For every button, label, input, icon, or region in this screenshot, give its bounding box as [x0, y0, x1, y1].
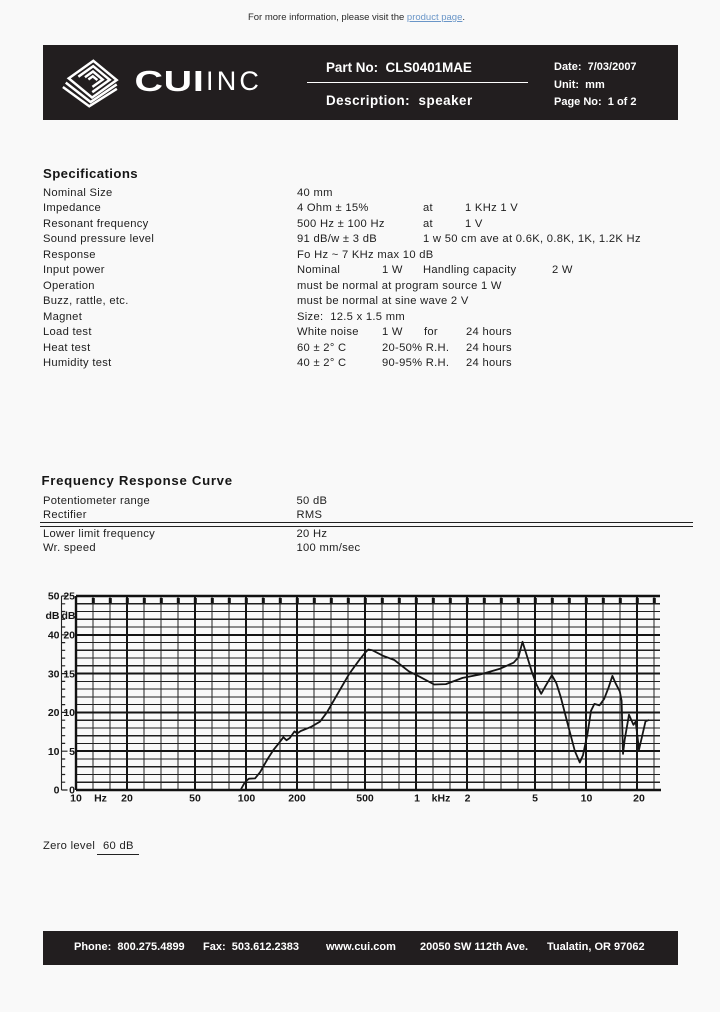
- svg-text:dB: dB: [46, 610, 60, 622]
- svg-text:CUI: CUI: [135, 66, 205, 98]
- svg-text:10: 10: [581, 793, 593, 805]
- svg-text:40: 40: [48, 630, 60, 642]
- svg-text:50: 50: [189, 793, 201, 805]
- svg-text:1: 1: [414, 793, 420, 805]
- svg-text:200: 200: [288, 793, 306, 805]
- svg-text:2: 2: [465, 793, 471, 805]
- svg-text:INC: INC: [206, 66, 262, 96]
- svg-text:Hz: Hz: [94, 793, 107, 805]
- svg-text:10: 10: [63, 707, 75, 719]
- svg-text:0: 0: [54, 785, 60, 797]
- svg-text:100: 100: [238, 793, 256, 805]
- svg-text:kHz: kHz: [432, 793, 451, 805]
- svg-text:500: 500: [356, 793, 374, 805]
- svg-text:5: 5: [532, 793, 538, 805]
- svg-text:0: 0: [69, 785, 75, 797]
- svg-text:10: 10: [70, 793, 82, 805]
- svg-text:15: 15: [63, 668, 75, 680]
- svg-text:25: 25: [63, 591, 75, 603]
- svg-text:10: 10: [48, 746, 60, 758]
- svg-text:20: 20: [48, 707, 60, 719]
- svg-text:30: 30: [48, 668, 60, 680]
- svg-text:20: 20: [633, 793, 645, 805]
- svg-text:50: 50: [48, 591, 60, 603]
- svg-text:20: 20: [121, 793, 133, 805]
- svg-text:20: 20: [63, 630, 75, 642]
- svg-text:dB: dB: [62, 610, 76, 622]
- svg-text:5: 5: [69, 746, 75, 758]
